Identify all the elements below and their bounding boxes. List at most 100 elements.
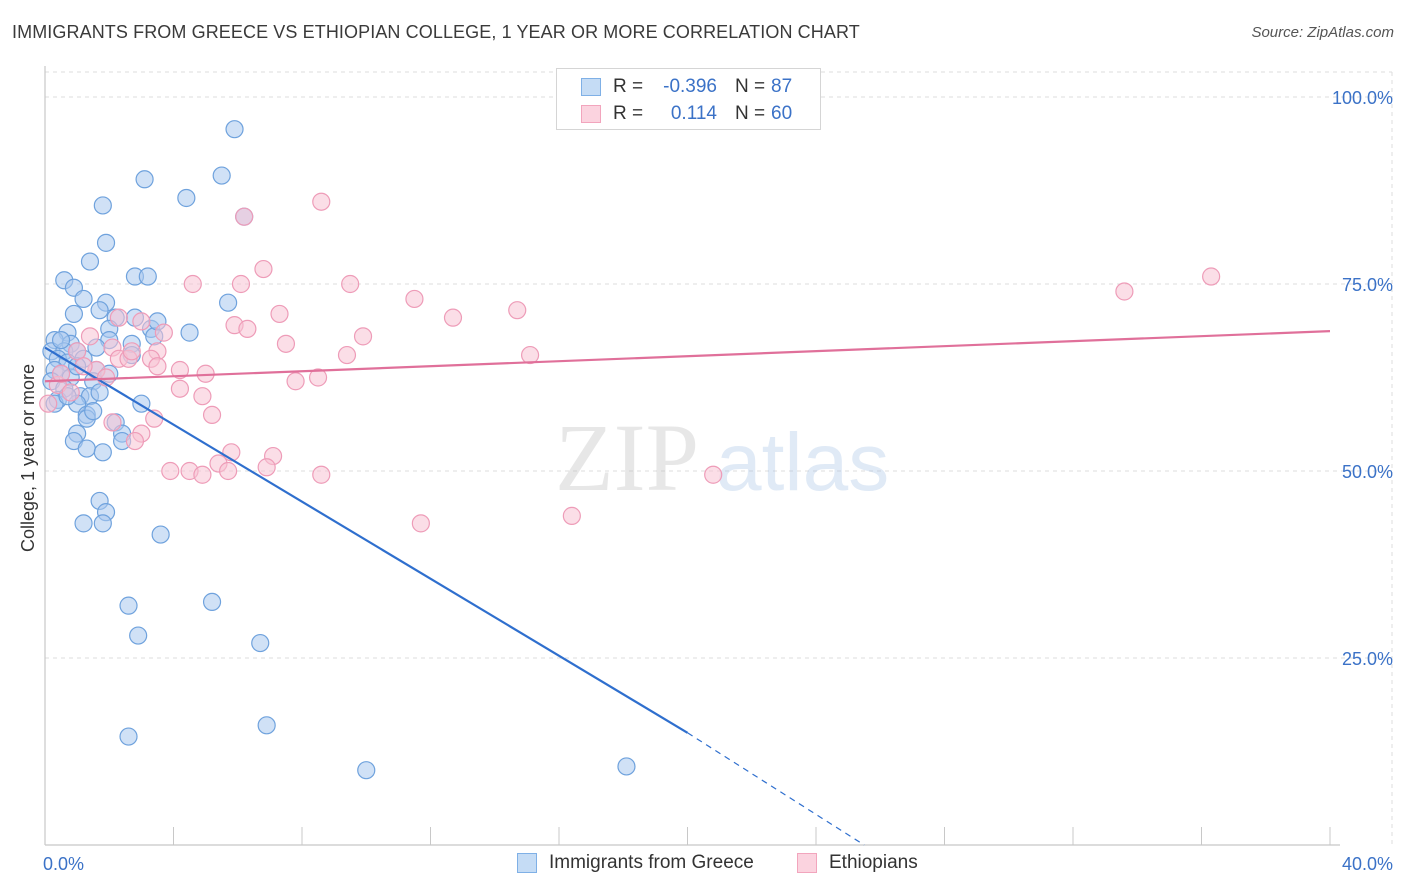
point-ethiopians bbox=[80, 327, 100, 346]
point-ethiopians bbox=[276, 334, 296, 353]
point-greece bbox=[80, 252, 100, 271]
point-greece bbox=[251, 633, 270, 653]
y-axis-label: College, 1 year or more bbox=[18, 364, 38, 552]
bottom-legend-greece: Immigrants from Greece bbox=[517, 852, 754, 874]
point-greece bbox=[357, 761, 376, 780]
legend-row-ethiopians: R = 0.114 N = 60 bbox=[581, 102, 792, 126]
point-ethiopians bbox=[202, 405, 222, 424]
point-greece bbox=[84, 402, 103, 421]
point-ethiopians bbox=[411, 514, 430, 533]
point-ethiopians bbox=[122, 342, 141, 361]
correlation-legend: R = -0.396 N = 87 R = 0.114 N = 60 bbox=[556, 68, 821, 130]
chart-title: IMMIGRANTS FROM GREECE VS ETHIOPIAN COLL… bbox=[12, 22, 860, 42]
point-greece bbox=[64, 304, 84, 324]
point-ethiopians bbox=[1115, 282, 1134, 301]
trend-line-greece bbox=[44, 346, 689, 734]
legend-n-label: N = bbox=[735, 76, 766, 97]
x-tick-label-max: 40.0% bbox=[1342, 854, 1393, 874]
point-ethiopians bbox=[235, 207, 254, 226]
point-ethiopians bbox=[170, 360, 190, 380]
point-greece bbox=[177, 188, 196, 208]
x-tick-label-min: 0.0% bbox=[43, 854, 84, 874]
tick-labels: 25.0% 50.0% 75.0% 100.0% 0.0% 40.0% College, 1… bbox=[18, 88, 1393, 874]
point-greece bbox=[180, 323, 199, 342]
point-ethiopians bbox=[125, 431, 145, 451]
axes bbox=[44, 66, 1340, 846]
watermark-zip: ZIP bbox=[555, 404, 699, 511]
point-greece bbox=[77, 439, 96, 458]
point-ethiopians bbox=[231, 274, 251, 294]
point-ethiopians bbox=[308, 368, 328, 387]
point-ethiopians bbox=[148, 357, 167, 376]
watermark-atlas: atlas bbox=[716, 417, 889, 508]
watermark: ZIP atlas bbox=[555, 404, 889, 511]
bottom-legend-swatch-blue bbox=[517, 853, 537, 873]
point-ethiopians bbox=[132, 312, 151, 331]
trend-line-greece-extension bbox=[687, 732, 865, 846]
point-greece bbox=[257, 716, 276, 735]
legend-n-label: N = bbox=[735, 103, 766, 124]
point-ethiopians bbox=[341, 274, 360, 294]
point-ethiopians bbox=[170, 379, 190, 398]
point-ethiopians bbox=[337, 345, 357, 365]
bottom-legend-label: Ethiopians bbox=[829, 852, 918, 873]
point-ethiopians bbox=[443, 308, 463, 327]
point-greece bbox=[151, 525, 170, 544]
legend-r-value: 0.114 bbox=[670, 103, 717, 124]
point-ethiopians bbox=[312, 192, 331, 211]
point-greece bbox=[51, 331, 71, 350]
point-ethiopians bbox=[161, 461, 180, 481]
point-ethiopians bbox=[103, 413, 122, 432]
point-ethiopians bbox=[405, 289, 424, 309]
point-ethiopians bbox=[508, 301, 527, 320]
point-ethiopians bbox=[1202, 267, 1221, 286]
point-ethiopians bbox=[219, 461, 238, 481]
point-greece bbox=[93, 443, 112, 462]
point-ethiopians bbox=[520, 345, 540, 365]
point-ethiopians bbox=[270, 304, 289, 324]
point-greece bbox=[90, 383, 109, 402]
bottom-legend-swatch-pink bbox=[797, 853, 817, 873]
point-ethiopians bbox=[353, 327, 373, 346]
y-tick-label: 100.0% bbox=[1332, 88, 1393, 108]
point-ethiopians bbox=[109, 308, 128, 327]
data-points bbox=[39, 120, 1221, 780]
trend-line-ethiopians bbox=[44, 330, 1331, 383]
point-ethiopians bbox=[254, 259, 273, 279]
legend-r-label: R = bbox=[613, 76, 644, 97]
point-greece bbox=[135, 170, 154, 189]
point-greece bbox=[129, 626, 148, 645]
point-ethiopians bbox=[238, 319, 257, 338]
point-ethiopians bbox=[312, 465, 331, 484]
y-tick-label: 75.0% bbox=[1342, 275, 1393, 295]
point-greece bbox=[202, 592, 222, 612]
legend-r-label: R = bbox=[613, 103, 644, 124]
point-ethiopians bbox=[704, 465, 723, 484]
point-greece bbox=[138, 267, 157, 286]
point-greece bbox=[225, 120, 244, 139]
legend-swatch-blue bbox=[581, 78, 601, 96]
legend-row-greece: R = -0.396 N = 87 bbox=[581, 75, 792, 99]
trend-lines bbox=[44, 330, 1331, 846]
point-greece bbox=[119, 727, 138, 746]
bottom-legend-label: Immigrants from Greece bbox=[549, 852, 754, 873]
point-ethiopians bbox=[286, 372, 305, 391]
point-ethiopians bbox=[61, 383, 80, 402]
point-greece bbox=[74, 289, 93, 309]
point-ethiopians bbox=[68, 342, 87, 361]
legend-swatch-pink bbox=[581, 105, 601, 123]
point-greece bbox=[93, 514, 112, 533]
legend-n-value: 87 bbox=[771, 76, 793, 97]
point-greece bbox=[96, 233, 116, 252]
point-greece bbox=[219, 293, 238, 312]
point-ethiopians bbox=[39, 394, 58, 413]
point-ethiopians bbox=[257, 458, 276, 477]
point-greece bbox=[93, 196, 112, 215]
point-greece bbox=[617, 757, 636, 776]
legend-n-value: 60 bbox=[771, 103, 793, 124]
bottom-legend-ethiopians: Ethiopians bbox=[797, 852, 918, 874]
point-greece bbox=[90, 301, 109, 320]
y-tick-label: 25.0% bbox=[1342, 649, 1393, 669]
point-greece bbox=[119, 596, 138, 615]
